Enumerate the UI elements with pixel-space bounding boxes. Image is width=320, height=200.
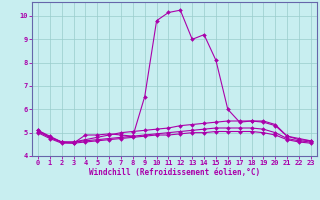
X-axis label: Windchill (Refroidissement éolien,°C): Windchill (Refroidissement éolien,°C) [89, 168, 260, 177]
